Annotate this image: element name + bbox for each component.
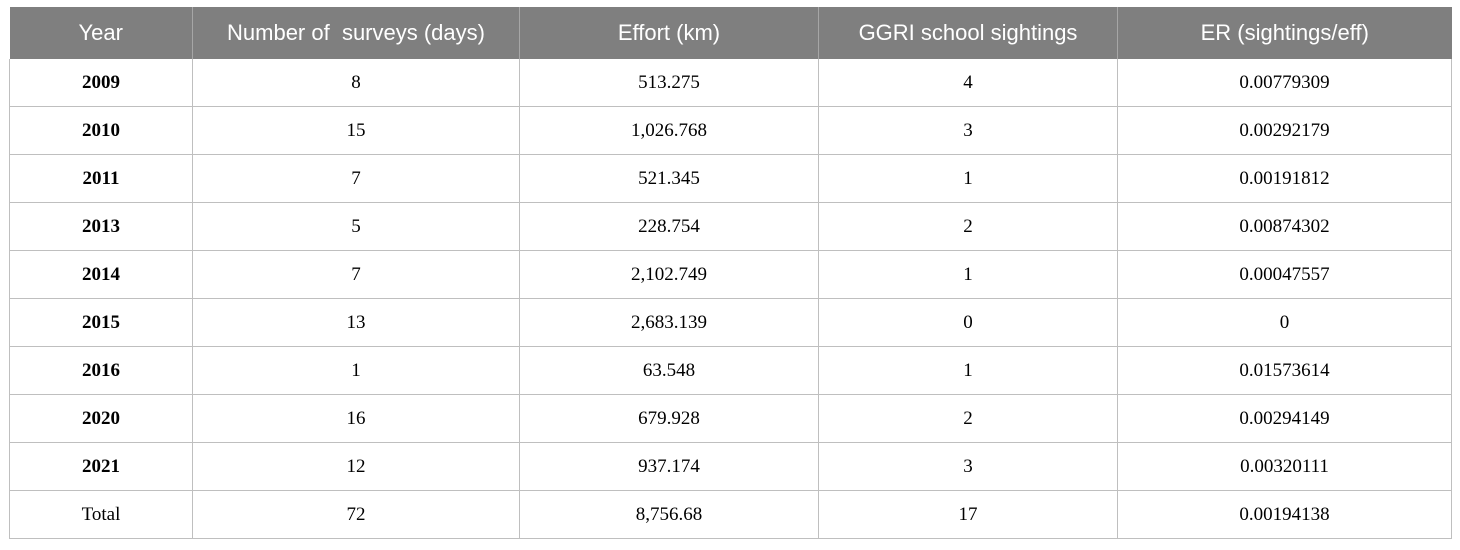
cell-surveys: 16 xyxy=(192,394,520,443)
cell-er: 0.00779309 xyxy=(1117,59,1452,107)
cell-effort: 63.548 xyxy=(519,346,819,395)
cell-er: 0.00047557 xyxy=(1117,250,1452,299)
cell-surveys: 13 xyxy=(192,298,520,347)
survey-effort-table: Year Number of surveys (days) Effort (km… xyxy=(9,7,1452,539)
table-row: 2015 13 2,683.139 0 0 xyxy=(9,298,1452,347)
cell-total-label: Total xyxy=(9,490,193,539)
header-effort: Effort (km) xyxy=(519,7,819,59)
cell-er: 0.00292179 xyxy=(1117,106,1452,155)
header-school-sightings: GGRI school sightings xyxy=(818,7,1118,59)
cell-surveys: 7 xyxy=(192,250,520,299)
cell-year: 2013 xyxy=(9,202,193,251)
table-row: 2021 12 937.174 3 0.00320111 xyxy=(9,442,1452,491)
cell-year: 2014 xyxy=(9,250,193,299)
cell-total-er: 0.00194138 xyxy=(1117,490,1452,539)
table-total-row: Total 72 8,756.68 17 0.00194138 xyxy=(9,490,1452,539)
cell-er: 0.00191812 xyxy=(1117,154,1452,203)
cell-total-sightings: 17 xyxy=(818,490,1118,539)
cell-year: 2011 xyxy=(9,154,193,203)
cell-sightings: 4 xyxy=(818,59,1118,107)
cell-year: 2010 xyxy=(9,106,193,155)
cell-year: 2021 xyxy=(9,442,193,491)
cell-effort: 2,683.139 xyxy=(519,298,819,347)
cell-surveys: 12 xyxy=(192,442,520,491)
table-row: 2016 1 63.548 1 0.01573614 xyxy=(9,346,1452,395)
cell-total-effort: 8,756.68 xyxy=(519,490,819,539)
header-encounter-rate: ER (sightings/eff) xyxy=(1117,7,1452,59)
header-year: Year xyxy=(9,7,193,59)
cell-er: 0.01573614 xyxy=(1117,346,1452,395)
data-table-container: Year Number of surveys (days) Effort (km… xyxy=(9,7,1452,539)
table-row: 2020 16 679.928 2 0.00294149 xyxy=(9,394,1452,443)
cell-effort: 513.275 xyxy=(519,59,819,107)
table-row: 2011 7 521.345 1 0.00191812 xyxy=(9,154,1452,203)
cell-surveys: 15 xyxy=(192,106,520,155)
cell-sightings: 3 xyxy=(818,442,1118,491)
cell-year: 2016 xyxy=(9,346,193,395)
cell-sightings: 1 xyxy=(818,346,1118,395)
cell-total-surveys: 72 xyxy=(192,490,520,539)
cell-er: 0.00294149 xyxy=(1117,394,1452,443)
cell-effort: 937.174 xyxy=(519,442,819,491)
cell-surveys: 8 xyxy=(192,59,520,107)
table-row: 2013 5 228.754 2 0.00874302 xyxy=(9,202,1452,251)
cell-effort: 521.345 xyxy=(519,154,819,203)
cell-year: 2020 xyxy=(9,394,193,443)
table-row: 2010 15 1,026.768 3 0.00292179 xyxy=(9,106,1452,155)
cell-sightings: 1 xyxy=(818,154,1118,203)
cell-effort: 679.928 xyxy=(519,394,819,443)
table-row: 2009 8 513.275 4 0.00779309 xyxy=(9,59,1452,107)
table-header-row: Year Number of surveys (days) Effort (km… xyxy=(9,7,1452,59)
cell-surveys: 5 xyxy=(192,202,520,251)
cell-effort: 228.754 xyxy=(519,202,819,251)
cell-sightings: 2 xyxy=(818,202,1118,251)
cell-sightings: 0 xyxy=(818,298,1118,347)
table-row: 2014 7 2,102.749 1 0.00047557 xyxy=(9,250,1452,299)
cell-er: 0 xyxy=(1117,298,1452,347)
cell-surveys: 7 xyxy=(192,154,520,203)
cell-sightings: 1 xyxy=(818,250,1118,299)
cell-sightings: 2 xyxy=(818,394,1118,443)
header-number-of-surveys: Number of surveys (days) xyxy=(192,7,520,59)
cell-year: 2015 xyxy=(9,298,193,347)
cell-surveys: 1 xyxy=(192,346,520,395)
cell-sightings: 3 xyxy=(818,106,1118,155)
cell-year: 2009 xyxy=(9,59,193,107)
cell-er: 0.00320111 xyxy=(1117,442,1452,491)
cell-effort: 2,102.749 xyxy=(519,250,819,299)
cell-er: 0.00874302 xyxy=(1117,202,1452,251)
cell-effort: 1,026.768 xyxy=(519,106,819,155)
